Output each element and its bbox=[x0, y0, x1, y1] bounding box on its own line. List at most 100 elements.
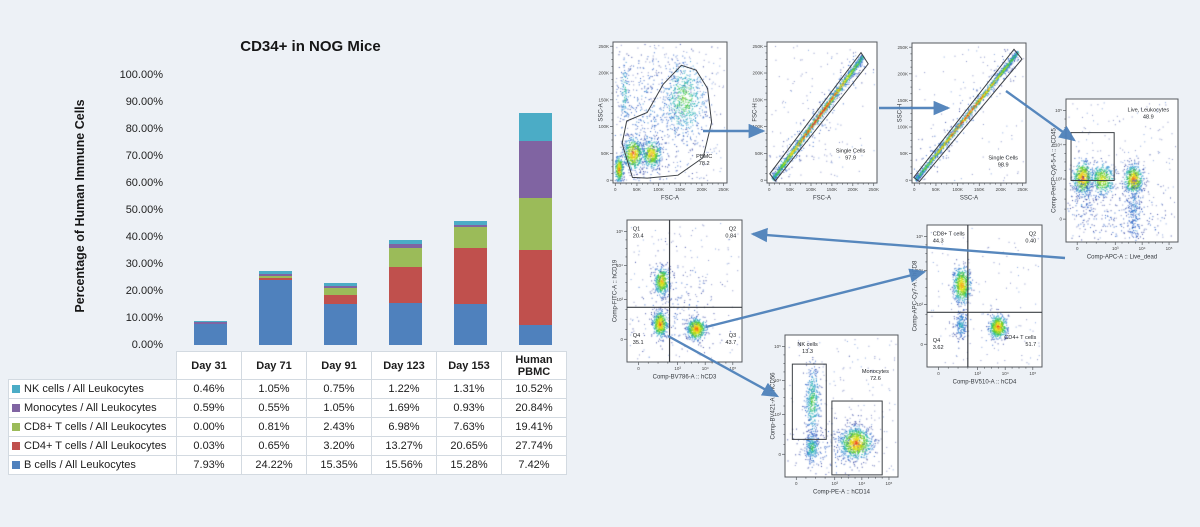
bar-segment bbox=[454, 227, 487, 248]
plot-frame bbox=[784, 334, 899, 478]
table-row: CD8+ T cells / All Leukocytes 0.00% 0.81% 2… bbox=[8, 417, 567, 437]
x-axis-title: Comp-BV786-A :: hCD3 bbox=[653, 375, 717, 381]
y-tick-label: 200K bbox=[598, 71, 609, 76]
x-tick-label: 100K bbox=[653, 187, 664, 192]
y-tick-label: 10.00% bbox=[125, 312, 163, 324]
y-axis-title: Comp-APC-Cy7-A :: hCD8 bbox=[913, 260, 919, 331]
gate-outline bbox=[769, 51, 869, 182]
gate-label: CD8+ T cells 44.3 bbox=[933, 231, 965, 244]
gate-value: 78.2 bbox=[699, 161, 710, 167]
x-tick-label: 0 bbox=[1076, 246, 1079, 251]
gate-name: Q2 bbox=[729, 226, 736, 232]
gate-value: 0.40 bbox=[1025, 238, 1036, 244]
y-tick-label: 20.00% bbox=[125, 285, 163, 297]
x-tick-label: 50K bbox=[786, 187, 794, 192]
table-value: 20.84% bbox=[501, 398, 567, 418]
y-tick-label: 60.00% bbox=[125, 177, 163, 189]
flow-plot-nk-monocytes: 0 10³ 10⁴ 10⁵ 10⁵ 10⁴ 10³ 0 NK cells 13.3 Monocyte… bbox=[769, 330, 905, 496]
legend-swatch bbox=[12, 461, 20, 469]
y-tick-label: 40.00% bbox=[125, 231, 163, 243]
table-value: 1.05% bbox=[306, 398, 372, 418]
gate-value: 20.4 bbox=[633, 233, 644, 239]
y-tick-label: 0 bbox=[620, 337, 623, 342]
y-tick-label: 250K bbox=[897, 45, 908, 50]
gate-name: NK cells bbox=[797, 342, 818, 348]
y-tick-label: 100.00% bbox=[119, 69, 163, 81]
plot-frame bbox=[612, 41, 728, 184]
x-tick-label: 150K bbox=[675, 187, 686, 192]
column-header: Day 31 bbox=[176, 351, 242, 380]
y-tick-label: 0 bbox=[760, 178, 763, 183]
y-tick-label: 10³ bbox=[774, 412, 781, 417]
gate-name: CD8+ T cells bbox=[933, 231, 965, 237]
bar-segment bbox=[194, 323, 227, 345]
gate-outline bbox=[1070, 132, 1115, 182]
bar-segment bbox=[389, 248, 422, 268]
table-value: 3.20% bbox=[306, 436, 372, 456]
table-value: 1.22% bbox=[371, 379, 437, 399]
bar-segment bbox=[259, 271, 292, 275]
x-tick-label: 0 bbox=[768, 187, 771, 192]
x-tick-label: 10⁴ bbox=[858, 481, 865, 486]
bar-segment bbox=[259, 274, 292, 276]
x-tick-label: 0 bbox=[795, 481, 798, 486]
gate-label: CD4+ T cells 51.7 bbox=[1004, 335, 1036, 348]
x-axis-title: Comp-BV510-A :: hCD4 bbox=[953, 380, 1017, 386]
results-table: Day 31 Day 71 Day 91 Day 123 Day 153 Human PB… bbox=[8, 351, 567, 475]
table-header-row: Day 31 Day 71 Day 91 Day 123 Day 153 Human PB… bbox=[9, 351, 567, 380]
gate-label: Q2 0.40 bbox=[1025, 231, 1036, 244]
table-value: 10.52% bbox=[501, 379, 567, 399]
y-tick-label: 30.00% bbox=[125, 258, 163, 270]
gate-value: 97.9 bbox=[845, 155, 856, 161]
x-tick-label: 10⁴ bbox=[702, 366, 709, 371]
bar-segment bbox=[454, 224, 487, 228]
x-tick-label: 200K bbox=[697, 187, 708, 192]
flow-plot-singlets-ssc: 0 50K 100K 150K 200K 250K 250K 200K 150K 100K 50K 0… bbox=[896, 38, 1033, 202]
legend-swatch bbox=[12, 423, 20, 431]
gate-label: Q4 35.1 bbox=[633, 333, 644, 346]
series-label: CD4+ T cells / All Leukocytes bbox=[24, 440, 167, 452]
plot-overlay-singlets-ssc: 0 50K 100K 150K 200K 250K 250K 200K 150K 100K 50K 0… bbox=[897, 42, 1028, 202]
bar-segment bbox=[519, 112, 552, 142]
x-tick-label: 10⁵ bbox=[729, 366, 736, 371]
gate-name: Q1 bbox=[633, 226, 640, 232]
plot-overlay-live-leukocytes: 0 10³ 10⁴ 10⁵ 10⁵ 10⁴ 10³ 0 Live, Leukocytes 48.9… bbox=[1052, 98, 1179, 261]
table-value: 20.65% bbox=[436, 436, 502, 456]
x-tick-label: 10⁵ bbox=[1029, 371, 1036, 376]
y-tick-label: 150K bbox=[897, 98, 908, 103]
table-value: 27.74% bbox=[501, 436, 567, 456]
table-row: NK cells / All Leukocytes 0.46% 1.05% 0.75%… bbox=[8, 379, 567, 399]
scatter-density-pbmc-gate bbox=[613, 42, 727, 183]
table-row: Monocytes / All Leukocytes 0.59% 0.55% 1.05… bbox=[8, 398, 567, 418]
series-label: NK cells / All Leukocytes bbox=[24, 383, 144, 395]
x-tick-label: 200K bbox=[848, 187, 859, 192]
bar-segment bbox=[454, 247, 487, 304]
y-tick-label: 0 bbox=[1059, 217, 1062, 222]
gate-value: 48.9 bbox=[1143, 114, 1154, 120]
bar-segment bbox=[454, 221, 487, 225]
x-tick-label: 0 bbox=[937, 371, 940, 376]
y-tick-label: 10⁵ bbox=[916, 234, 923, 239]
table-value: 0.75% bbox=[306, 379, 372, 399]
gate-value: 51.7 bbox=[1025, 342, 1036, 348]
gate-name: Monocytes bbox=[862, 369, 889, 375]
y-tick-label: 50K bbox=[900, 151, 908, 156]
x-tick-label: 10⁵ bbox=[1166, 246, 1173, 251]
flow-plot-cd19-vs-cd3: 0 10³ 10⁴ 10⁵ 10⁵ 10⁴ 10³ 0 Q1 20.4 Q2 0.84 Q3 43.7 Q4… bbox=[611, 215, 749, 381]
y-tick-label: 0 bbox=[778, 452, 781, 457]
table-value: 2.43% bbox=[306, 417, 372, 437]
series-label: B cells / All Leukocytes bbox=[24, 459, 136, 471]
gate-value: 35.1 bbox=[633, 340, 644, 346]
series-label: CD8+ T cells / All Leukocytes bbox=[24, 421, 167, 433]
gate-name: CD4+ T cells bbox=[1004, 335, 1036, 341]
gate-value: 98.9 bbox=[998, 163, 1009, 169]
gate-name: Q2 bbox=[1029, 231, 1036, 237]
column-header: Day 71 bbox=[241, 351, 307, 380]
y-tick-label: 250K bbox=[598, 44, 609, 49]
gate-label: Single Cells 97.9 bbox=[836, 148, 866, 161]
gate-value: 3.62 bbox=[933, 345, 944, 351]
x-tick-label: 250K bbox=[1017, 187, 1028, 192]
table-value: 0.93% bbox=[436, 398, 502, 418]
table-value: 7.63% bbox=[436, 417, 502, 437]
bar-segment bbox=[519, 197, 552, 251]
